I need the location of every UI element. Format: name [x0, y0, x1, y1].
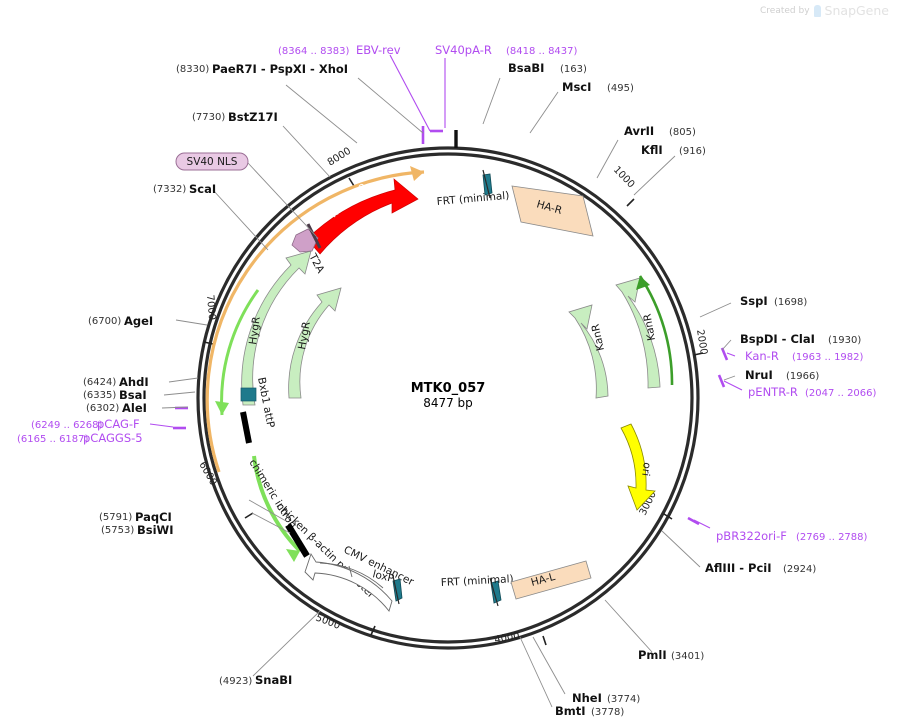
feature-mruby2: mRuby2 — [306, 178, 419, 255]
plasmid-backbone — [196, 146, 700, 650]
enzyme-pos-afliii: (2924) — [783, 564, 816, 575]
primer-range-pcaggs-5: (6165 .. 6187) — [17, 434, 89, 445]
enzyme-pos-bmti: (3778) — [591, 707, 624, 718]
feature-frt-minimal-top: FRT (minimal) — [436, 169, 510, 208]
enzyme-label-ahdi: AhdI — [119, 375, 149, 389]
feature-label-kanr-outer: KanR — [641, 313, 658, 342]
ruler-tick-label: 8000 — [326, 146, 353, 169]
enzyme-label-kfli: KflI — [641, 143, 663, 157]
enzyme-pos-bspdi: (1930) — [828, 335, 861, 346]
ruler-tick-label: 7000 — [204, 294, 217, 320]
enzyme-label-afliii: AflIII - PciI — [705, 561, 772, 575]
enzyme-pos-bsai: (6335) — [83, 390, 116, 401]
snapgene-watermark: Created by SnapGene — [760, 3, 889, 18]
primer-label-pcaggs-5: pCAGGS-5 — [83, 431, 143, 445]
primer-range-kan-r: (1963 .. 1982) — [792, 352, 864, 363]
enzyme-label-nhei: NheI — [572, 691, 602, 705]
enzyme-label-nrui: NruI — [745, 368, 773, 382]
enzyme-label-bsiwi: BsiWI — [137, 523, 174, 537]
feature-ha-r: HA-R — [511, 185, 594, 237]
ruler-tick-label: 2000 — [694, 329, 709, 356]
feature-loxp: loxP — [371, 568, 403, 605]
feature-kanr-outer: KanR — [615, 275, 674, 389]
enzyme-pos-bstz17i: (7730) — [192, 112, 225, 123]
primer-label-pbr322ori-f: pBR322ori-F — [716, 529, 787, 543]
primer-label-ebv-rev: EBV-rev — [356, 43, 401, 57]
enzyme-pos-bsiwi: (5753) — [101, 525, 134, 536]
plasmid-name: MTK0_057 — [411, 381, 486, 396]
feature-label-frt-bottom: FRT (minimal) — [441, 573, 514, 589]
enzyme-pos-snabi: (4923) — [219, 676, 252, 687]
watermark-prefix: Created by — [760, 5, 810, 16]
ruler-tick-label: 4000 — [494, 631, 521, 646]
enzyme-label-bspdi: BspDI - ClaI — [740, 332, 815, 346]
primer-range-pentr-r: (2047 .. 2066) — [805, 388, 877, 399]
enzyme-pos-scai: (7332) — [153, 184, 186, 195]
enzyme-label-sspi: SspI — [740, 294, 768, 308]
feature-transcript-arc — [205, 166, 425, 473]
enzyme-label-alei: AleI — [122, 401, 147, 415]
enzyme-pos-kfli: (916) — [679, 146, 706, 157]
feature-label-hygr-outer: HygR — [247, 316, 263, 345]
feature-label-ori: ori — [639, 462, 653, 477]
enzyme-label-scai: ScaI — [189, 182, 216, 196]
feature-frt-minimal-bottom: FRT (minimal) — [441, 573, 514, 607]
feature-label-kanr-inner: KanR — [590, 323, 607, 352]
enzyme-site-ticks — [173, 126, 729, 526]
enzyme-pos-ahdi: (6424) — [83, 377, 116, 388]
enzyme-label-bsai: BsaI — [119, 388, 147, 402]
ruler-tick-label: 1000 — [611, 164, 637, 190]
primer-label-pcag-f: pCAG-F — [97, 417, 140, 431]
enzyme-pos-nrui: (1966) — [786, 371, 819, 382]
enzyme-pos-avrii: (805) — [669, 127, 696, 138]
leader-lines — [149, 54, 743, 708]
enzyme-pos-alei: (6302) — [86, 403, 119, 414]
feature-ha-l: HA-L — [510, 560, 592, 600]
feature-kanr-inner: KanR — [568, 304, 609, 399]
enzyme-pos-sspi: (1698) — [774, 297, 807, 308]
enzyme-label-paer7i: PaeR7I - PspXI - XhoI — [212, 62, 348, 76]
enzyme-label-bmti: BmtI — [555, 704, 586, 718]
enzyme-label-pmli: PmlI — [638, 648, 667, 662]
feature-label-loxp: loxP — [371, 568, 395, 585]
primer-label-pentr-r: pENTR-R — [748, 385, 798, 399]
enzyme-pos-nhei: (3774) — [607, 694, 640, 705]
feature-label-sv40-nls: SV40 NLS — [187, 156, 238, 168]
watermark-brand: SnapGene — [824, 3, 889, 18]
enzyme-pos-bsabi: (163) — [560, 64, 587, 75]
primer-range-sv40pa-r: (8418 .. 8437) — [506, 46, 578, 57]
enzyme-label-bstz17i: BstZ17I — [228, 110, 278, 124]
enzyme-pos-paer7i: (8330) — [176, 64, 209, 75]
feature-label-bxb1-attp: Bxb1 attP — [255, 376, 277, 428]
enzyme-pos-agei: (6700) — [88, 316, 121, 327]
primer-range-pcag-f: (6249 .. 6268) — [31, 420, 103, 431]
primer-label-kan-r: Kan-R — [745, 349, 779, 363]
plasmid-size: 8477 bp — [423, 396, 473, 410]
enzyme-label-agei: AgeI — [124, 314, 153, 328]
feature-label-hygr-inner: HygR — [296, 321, 313, 351]
enzyme-pos-msci: (495) — [607, 83, 634, 94]
primer-range-ebv-rev: (8364 .. 8383) — [278, 46, 350, 57]
feature-hygr-inner: HygR — [288, 287, 342, 399]
primer-label-sv40pa-r: SV40pA-R — [435, 43, 492, 57]
enzyme-label-avrii: AvrII — [624, 124, 654, 138]
feature-hygr-outer: HygR — [215, 250, 312, 416]
primer-range-pbr322ori-f: (2769 .. 2788) — [796, 532, 868, 543]
feature-sv40-nls: SV40 NLS — [175, 152, 249, 171]
enzyme-label-snabi: SnaBI — [255, 673, 292, 687]
enzyme-label-msci: MscI — [562, 80, 591, 94]
snapgene-logo-icon — [813, 4, 821, 17]
enzyme-label-paqci: PaqCI — [135, 510, 172, 524]
enzyme-pos-paqci: (5791) — [99, 512, 132, 523]
feature-ori: ori — [620, 423, 656, 511]
enzyme-label-bsabi: BsaBI — [508, 61, 544, 75]
feature-label-frt-top: FRT (minimal) — [436, 190, 510, 208]
enzyme-pos-pmli: (3401) — [671, 651, 704, 662]
